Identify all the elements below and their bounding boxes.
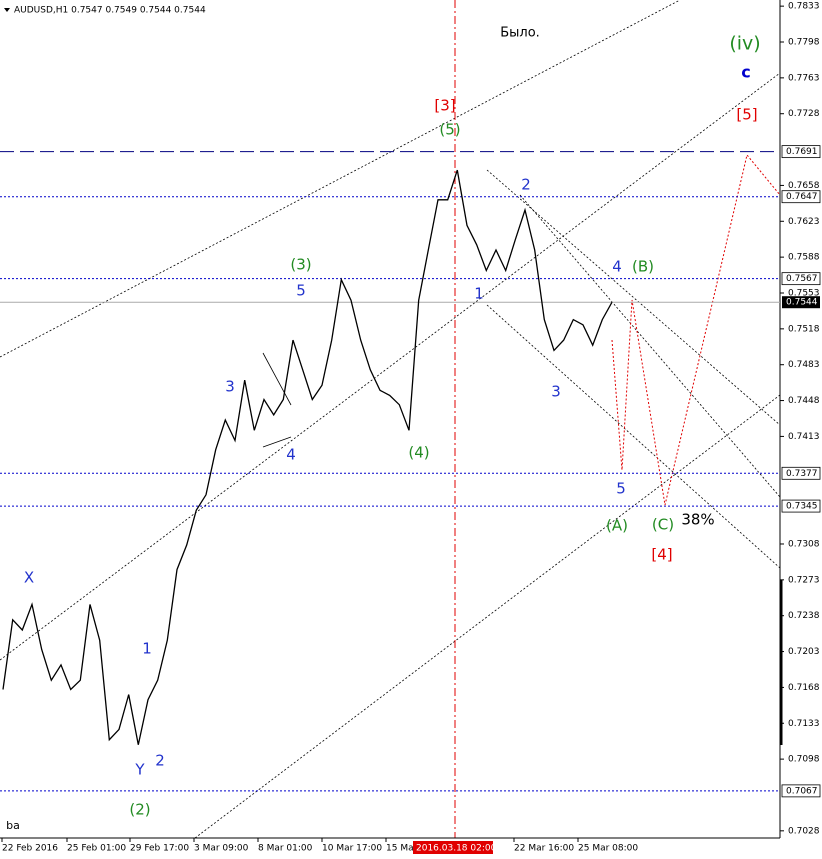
y-tick-label: 0.7518 (788, 324, 820, 334)
y-tick-label: 0.7763 (788, 73, 820, 83)
x-tick-label: 22 Feb 2016 (2, 844, 58, 854)
x-tick-label: 10 Mar 17:00 (322, 844, 382, 854)
y-tick-label: 0.7833 (788, 2, 820, 12)
level-label-box (781, 190, 821, 204)
level-label: 0.7067 (786, 786, 818, 796)
y-tick-label: 0.7203 (788, 647, 820, 657)
level-label-box (781, 272, 821, 286)
y-tick-label: 0.7448 (788, 396, 820, 406)
channel-lines (0, 0, 781, 839)
wave-label: 2 (521, 176, 531, 194)
y-tick-label: 0.7658 (788, 181, 820, 191)
wave-label: 3 (225, 378, 235, 396)
current-price-box (782, 296, 820, 309)
level-label: 0.7647 (786, 192, 818, 202)
y-tick-label: 0.7238 (788, 611, 820, 621)
chart-title: AUDUSD,H1 0.7547 0.7549 0.7544 0.7544 (14, 6, 206, 16)
y-tick-label: 0.7623 (788, 217, 820, 227)
y-tick-label: 0.7273 (788, 575, 820, 585)
y-tick-label: 0.7028 (788, 826, 820, 836)
wave-label: (4) (408, 444, 429, 462)
level-label-box (781, 784, 821, 798)
y-tick-label: 0.7098 (788, 755, 820, 765)
x-tick-label: 25 Mar 08:00 (578, 844, 638, 854)
x-tick-label: 8 Mar 01:00 (258, 844, 313, 854)
y-tick-label: 0.7553 (788, 288, 820, 298)
wave-label: [4] (651, 546, 672, 564)
y-tick-label: 0.7168 (788, 683, 820, 693)
wave-label: (2) (129, 801, 150, 819)
y-tick-label: 0.7588 (788, 253, 820, 263)
wave-label: (C) (652, 516, 674, 534)
wave-label: 5 (616, 480, 626, 498)
menu-arrow (4, 8, 10, 12)
trend-lines (262, 352, 292, 448)
x-tick-label: 29 Feb 17:00 (130, 844, 189, 854)
wave-label: ba (6, 819, 20, 832)
wave-label: (5) (439, 121, 460, 139)
forecast-path (611, 153, 781, 506)
wave-label: X (24, 569, 34, 587)
wave-label: [3] (434, 97, 455, 115)
wave-label: 38% (681, 511, 714, 529)
wave-label: (B) (632, 258, 654, 276)
wave-label: 1 (142, 640, 152, 658)
wave-label: 4 (286, 446, 296, 464)
y-tick-label: 0.7798 (788, 38, 820, 48)
x-tick-label: 22 Mar 16:00 (514, 844, 574, 854)
level-label-box (781, 145, 821, 159)
wave-label: [5] (736, 106, 757, 124)
wave-label: (iv) (729, 33, 760, 55)
wave-label: 2 (155, 752, 165, 770)
y-tick-label: 0.7308 (788, 539, 820, 549)
wave-label: 5 (296, 282, 306, 300)
wave-label: Было. (500, 26, 540, 41)
wave-label: c (741, 63, 750, 82)
wave-label: (3) (290, 256, 311, 274)
level-label: 0.7691 (786, 147, 818, 157)
level-label: 0.7567 (786, 274, 818, 284)
level-label-box (781, 499, 821, 513)
wave-label: 3 (551, 383, 561, 401)
wave-label: Y (134, 761, 145, 779)
current-price-label: 0.7544 (786, 298, 818, 308)
y-tick-label: 0.7413 (788, 432, 820, 442)
x-tick-label: 25 Feb 01:00 (67, 844, 126, 854)
level-label: 0.7345 (786, 502, 818, 512)
wave-label: 1 (474, 285, 484, 303)
wave-label: 4 (612, 258, 622, 276)
cursor-label-box (413, 841, 493, 854)
y-tick-label: 0.7483 (788, 360, 820, 370)
level-label-box (781, 466, 821, 480)
wave-label: (A) (606, 517, 628, 535)
x-tick-label: 3 Mar 09:00 (194, 844, 249, 854)
x-tick-label: 15 Ma (386, 844, 414, 854)
price-line (2, 169, 613, 745)
y-tick-label: 0.7728 (788, 109, 820, 119)
level-label: 0.7377 (786, 469, 818, 479)
y-tick-label: 0.7133 (788, 719, 820, 729)
cursor-label: 2016.03.18 02:00 (416, 844, 497, 854)
